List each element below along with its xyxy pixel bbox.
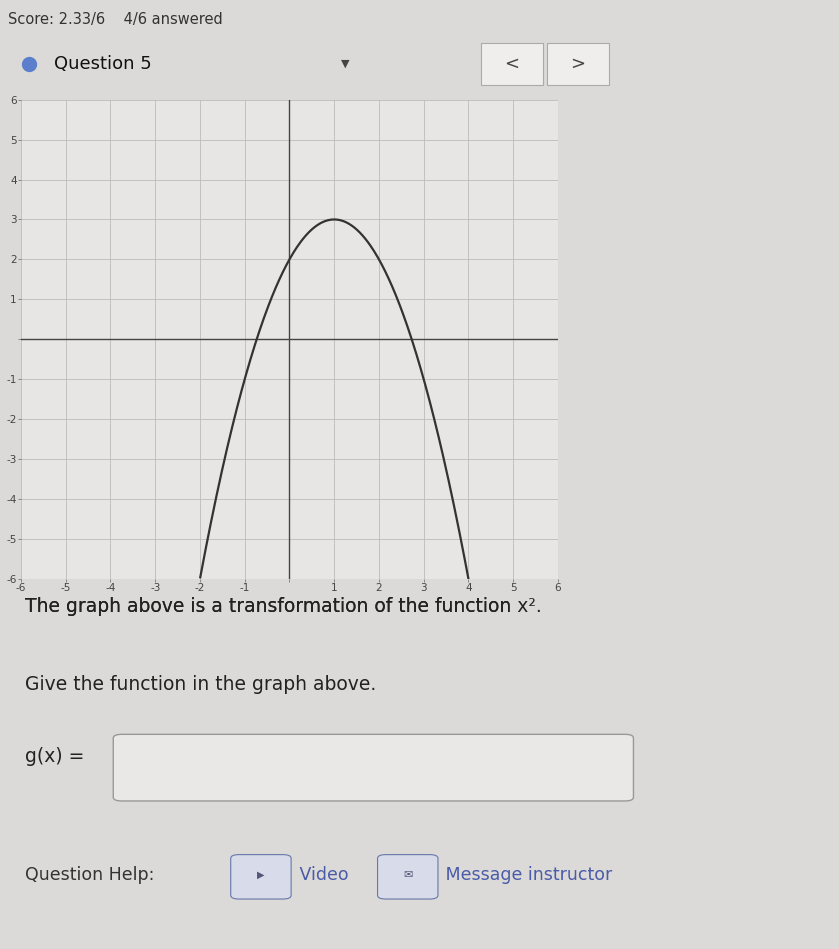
- FancyBboxPatch shape: [481, 43, 543, 85]
- Text: Give the function in the graph above.: Give the function in the graph above.: [25, 675, 377, 694]
- Text: ▼: ▼: [341, 59, 350, 69]
- Text: >: >: [571, 55, 586, 73]
- Text: Video: Video: [294, 866, 348, 884]
- Text: ▶: ▶: [258, 870, 264, 880]
- Text: Score: 2.33/6    4/6 answered: Score: 2.33/6 4/6 answered: [8, 12, 223, 28]
- FancyBboxPatch shape: [378, 855, 438, 899]
- Text: The graph above is a transformation of the function x².: The graph above is a transformation of t…: [25, 598, 542, 617]
- Text: <: <: [504, 55, 519, 73]
- Text: Question 5: Question 5: [54, 55, 151, 73]
- FancyBboxPatch shape: [113, 735, 633, 801]
- Text: g(x) =: g(x) =: [25, 747, 85, 766]
- Text: ✉: ✉: [403, 870, 413, 880]
- Text: Message instructor: Message instructor: [440, 866, 612, 884]
- Text: Question Help:: Question Help:: [25, 866, 154, 884]
- FancyBboxPatch shape: [547, 43, 608, 85]
- FancyBboxPatch shape: [231, 855, 291, 899]
- Text: The graph above is a transformation of the function: The graph above is a transformation of t…: [25, 598, 518, 617]
